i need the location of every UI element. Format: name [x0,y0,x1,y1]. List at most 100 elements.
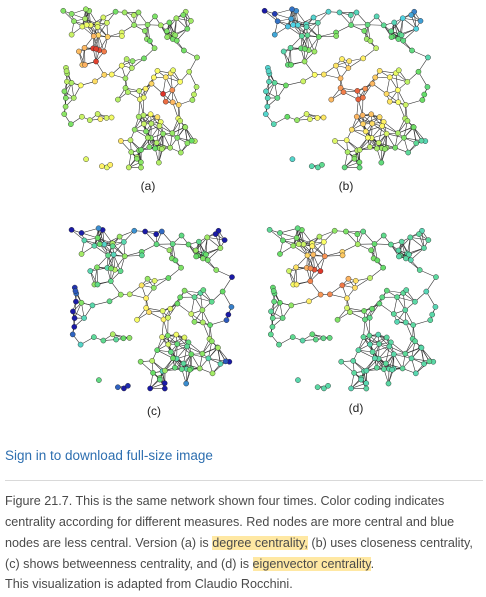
network-edge [410,237,429,241]
network-node [99,163,105,170]
network-node [164,34,170,40]
network-edge [202,309,211,326]
network-edge [307,255,325,257]
network-node [63,68,70,75]
network-node [301,58,308,65]
network-node [81,45,88,51]
network-node [217,245,224,251]
network-node [386,98,393,105]
network-node [131,12,137,18]
network-edge [81,227,99,234]
network-node [166,247,173,254]
network-node [395,130,401,136]
network-node [412,338,418,345]
network-node [362,128,369,135]
network-node [274,18,281,25]
network-node [355,347,362,353]
network-node [196,365,203,372]
network-node [229,274,235,280]
network-node [200,319,206,326]
network-edge [177,120,181,138]
network-node [68,11,75,17]
network-edge [410,247,425,261]
network-edge [363,336,380,345]
network-node [421,245,427,251]
network-node [376,68,383,74]
network-node [82,62,88,68]
network-node [310,251,317,258]
network-edge [397,296,416,303]
network-node [363,385,370,392]
network-edge [161,319,164,338]
network-node [399,15,406,22]
network-node [142,85,149,92]
network-edge [194,296,212,303]
network-node [388,241,394,248]
network-edge [348,58,364,69]
network-node [223,317,230,323]
network-node [395,99,402,106]
network-node [294,225,301,232]
network-node [266,78,272,85]
network-node [177,79,183,85]
network-node [121,253,128,260]
network-node [378,159,385,166]
network-edge [356,116,373,124]
network-node [343,228,349,235]
network-node [345,65,352,71]
network-node [261,7,268,14]
network-node [82,15,88,22]
network-node [72,288,79,294]
network-node [376,300,383,307]
network-node [63,95,69,101]
network-node [125,89,131,95]
network-node [154,114,161,120]
network-node [321,385,327,392]
network-node [354,241,361,248]
network-node [369,349,376,355]
network-edge [363,319,366,338]
signin-download-link[interactable]: Sign in to download full-size image [5,448,213,463]
network-node [109,243,116,250]
network-node [396,253,402,260]
network-node [149,358,155,364]
network-node [268,308,274,315]
network-node [331,227,338,234]
figure-image: (a) (b) (c) (d) [60,6,439,418]
network-node [367,144,373,150]
network-edge [426,291,436,308]
network-node [157,22,164,29]
network-node [295,377,301,383]
network-edge [383,354,395,370]
network-edge [291,301,310,306]
network-node [119,33,125,39]
network-graph-a [60,6,200,171]
network-node [193,253,199,260]
network-edge [191,353,209,359]
network-node [135,9,142,16]
network-node [159,334,165,340]
network-node [170,67,176,74]
network-node [183,380,189,387]
network-node [391,351,397,358]
network-node [288,62,294,68]
network-node [174,134,181,141]
network-node [380,264,386,271]
network-node [97,116,104,122]
network-node [143,305,149,311]
network-node [141,121,147,127]
network-edge [216,269,233,278]
network-edge [129,294,147,299]
network-node [320,335,327,342]
network-edge [369,303,380,318]
network-edge [274,8,293,15]
network-node [95,225,102,232]
network-edge [358,335,370,351]
network-node [142,28,148,34]
network-edge [378,125,383,143]
network-node [122,75,129,82]
network-node [362,316,368,323]
network-node [106,298,113,305]
network-edge [314,256,326,270]
network-node [386,74,393,81]
